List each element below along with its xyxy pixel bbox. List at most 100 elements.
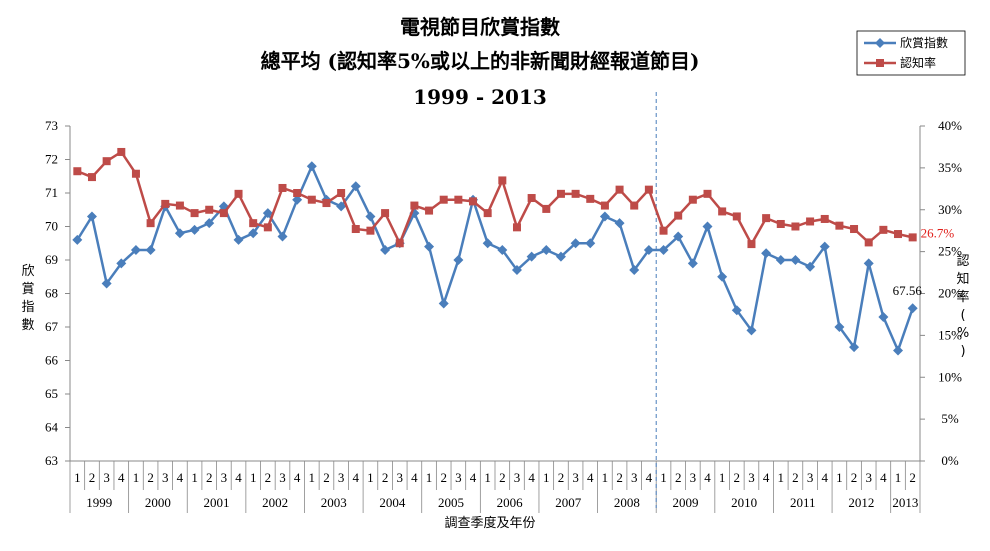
data-label-appreciation-last: 67.56 bbox=[893, 283, 923, 298]
data-point-awareness bbox=[410, 201, 419, 210]
data-point-awareness bbox=[322, 199, 331, 208]
data-point-appreciation bbox=[863, 258, 874, 269]
data-point-appreciation bbox=[306, 161, 317, 172]
x-quarter-label: 1 bbox=[778, 470, 785, 485]
data-point-appreciation bbox=[775, 255, 786, 265]
y-tick-label: 68 bbox=[45, 286, 58, 301]
data-point-awareness bbox=[131, 169, 140, 178]
x-quarter-label: 3 bbox=[865, 470, 872, 485]
data-point-awareness bbox=[630, 201, 639, 210]
data-point-awareness bbox=[527, 194, 536, 203]
data-point-awareness bbox=[175, 201, 184, 210]
x-quarter-label: 3 bbox=[514, 470, 521, 485]
data-point-awareness bbox=[205, 205, 214, 214]
data-point-appreciation bbox=[702, 221, 713, 232]
x-quarter-label: 2 bbox=[558, 470, 565, 485]
data-point-awareness bbox=[835, 221, 844, 230]
data-point-appreciation bbox=[629, 265, 640, 276]
data-point-awareness bbox=[117, 147, 126, 156]
data-point-awareness bbox=[776, 219, 785, 228]
data-point-awareness bbox=[908, 233, 917, 242]
data-point-awareness bbox=[600, 201, 609, 210]
data-point-awareness bbox=[688, 195, 697, 204]
x-quarter-label: 3 bbox=[221, 470, 228, 485]
data-point-appreciation bbox=[511, 265, 522, 276]
x-quarter-label: 4 bbox=[294, 470, 301, 485]
x-quarter-label: 2 bbox=[323, 470, 330, 485]
data-point-appreciation bbox=[555, 251, 566, 262]
data-point-awareness bbox=[73, 167, 82, 176]
data-point-awareness bbox=[337, 189, 346, 197]
data-point-appreciation bbox=[86, 211, 97, 222]
data-point-appreciation bbox=[233, 234, 244, 245]
x-quarter-label: 4 bbox=[528, 470, 535, 485]
x-year-label: 2006 bbox=[497, 495, 524, 510]
x-axis-title: 調查季度及年份 bbox=[444, 515, 535, 531]
data-point-awareness bbox=[703, 189, 712, 198]
data-point-appreciation bbox=[365, 211, 376, 222]
x-quarter-label: 3 bbox=[690, 470, 697, 485]
x-quarter-label: 2 bbox=[382, 470, 389, 485]
data-point-appreciation bbox=[424, 241, 435, 252]
x-quarter-label: 3 bbox=[748, 470, 755, 485]
data-point-appreciation bbox=[687, 258, 698, 269]
data-point-appreciation bbox=[761, 248, 772, 259]
data-point-appreciation bbox=[673, 231, 684, 242]
x-year-label: 2010 bbox=[731, 495, 757, 510]
data-point-appreciation bbox=[541, 244, 552, 255]
data-point-awareness bbox=[425, 206, 434, 215]
x-quarter-label: 3 bbox=[162, 470, 169, 485]
data-point-awareness bbox=[615, 185, 624, 194]
data-label-awareness-last: 26.7% bbox=[921, 225, 955, 240]
x-quarter-label: 3 bbox=[338, 470, 345, 485]
data-point-awareness bbox=[469, 197, 478, 206]
y2-tick-label: 10% bbox=[938, 369, 962, 384]
data-point-appreciation bbox=[497, 244, 508, 255]
x-year-label: 2008 bbox=[614, 495, 640, 510]
data-point-awareness bbox=[820, 214, 829, 223]
data-point-appreciation bbox=[790, 255, 801, 265]
data-point-appreciation bbox=[614, 218, 625, 229]
x-quarter-label: 1 bbox=[836, 470, 843, 485]
data-point-awareness bbox=[850, 225, 859, 234]
data-point-appreciation bbox=[849, 342, 860, 353]
data-point-awareness bbox=[146, 219, 155, 228]
x-quarter-label: 4 bbox=[177, 470, 184, 485]
x-quarter-label: 1 bbox=[895, 470, 902, 485]
data-point-awareness bbox=[219, 209, 228, 218]
y-tick-label: 66 bbox=[45, 353, 59, 368]
series-line-awareness bbox=[76, 150, 913, 247]
x-quarter-label: 1 bbox=[602, 470, 609, 485]
data-point-awareness bbox=[674, 211, 683, 220]
y-tick-label: 65 bbox=[45, 386, 58, 401]
x-quarter-label: 2 bbox=[440, 470, 447, 485]
data-point-appreciation bbox=[438, 298, 449, 309]
data-point-awareness bbox=[234, 189, 243, 198]
data-point-awareness bbox=[366, 226, 375, 235]
y-tick-label: 72 bbox=[45, 152, 58, 167]
y-tick-label: 69 bbox=[45, 252, 58, 267]
y2-tick-label: 35% bbox=[938, 160, 962, 175]
x-quarter-label: 4 bbox=[118, 470, 125, 485]
y2-axis-title: 認知率(%) bbox=[956, 253, 969, 359]
y2-tick-label: 15% bbox=[938, 327, 962, 342]
data-point-awareness bbox=[718, 207, 727, 216]
data-point-awareness bbox=[161, 199, 170, 208]
chart-title: 電視節目欣賞指數 bbox=[400, 15, 560, 39]
x-quarter-label: 4 bbox=[704, 470, 711, 485]
x-year-label: 2003 bbox=[321, 495, 347, 510]
x-quarter-label: 1 bbox=[250, 470, 257, 485]
data-point-awareness bbox=[190, 209, 199, 218]
data-point-awareness bbox=[894, 230, 903, 239]
data-point-appreciation bbox=[336, 201, 347, 212]
x-quarter-label: 2 bbox=[792, 470, 799, 485]
x-quarter-label: 4 bbox=[235, 470, 242, 485]
x-quarter-label: 3 bbox=[396, 470, 403, 485]
x-quarter-label: 4 bbox=[411, 470, 418, 485]
data-point-appreciation bbox=[731, 305, 742, 316]
y-tick-label: 64 bbox=[45, 420, 59, 435]
x-year-label: 1999 bbox=[86, 495, 112, 510]
data-point-appreciation bbox=[643, 244, 654, 255]
y2-axis-label: 認知率(%) bbox=[956, 253, 969, 359]
